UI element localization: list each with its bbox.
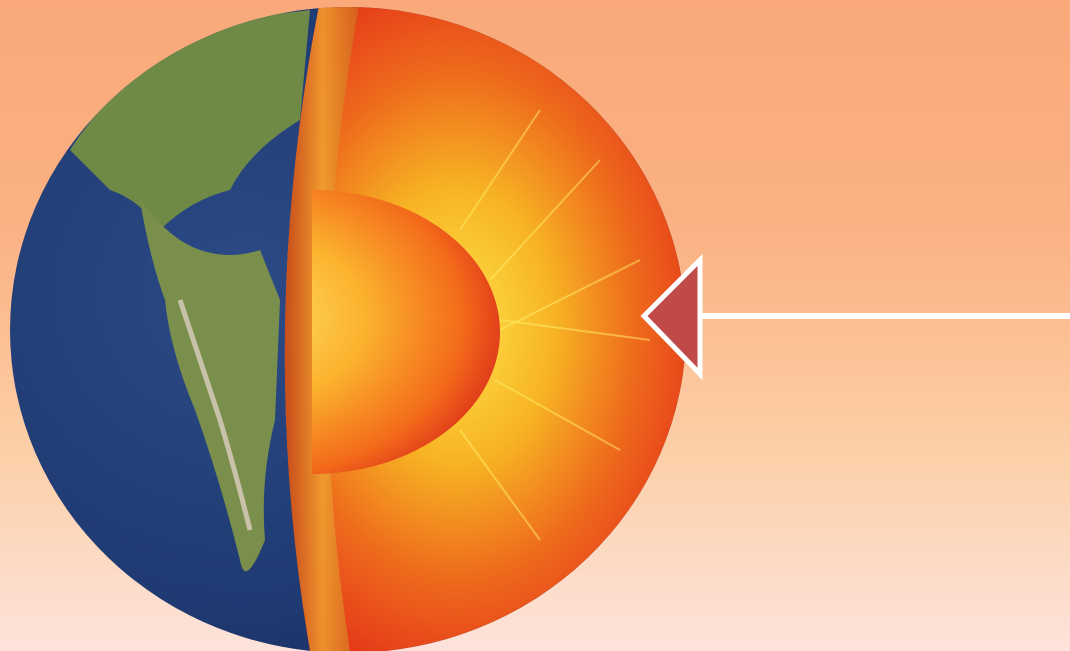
streak (489, 159, 601, 281)
streak (459, 429, 541, 541)
streak (499, 259, 641, 331)
earth (10, 7, 686, 651)
streak (499, 319, 651, 341)
core (312, 190, 500, 474)
north-america (70, 10, 310, 230)
pointer-arrowhead (640, 253, 703, 381)
streak (494, 379, 621, 451)
andes (177, 299, 253, 531)
streak (459, 109, 541, 231)
mantle-texture (459, 109, 651, 541)
